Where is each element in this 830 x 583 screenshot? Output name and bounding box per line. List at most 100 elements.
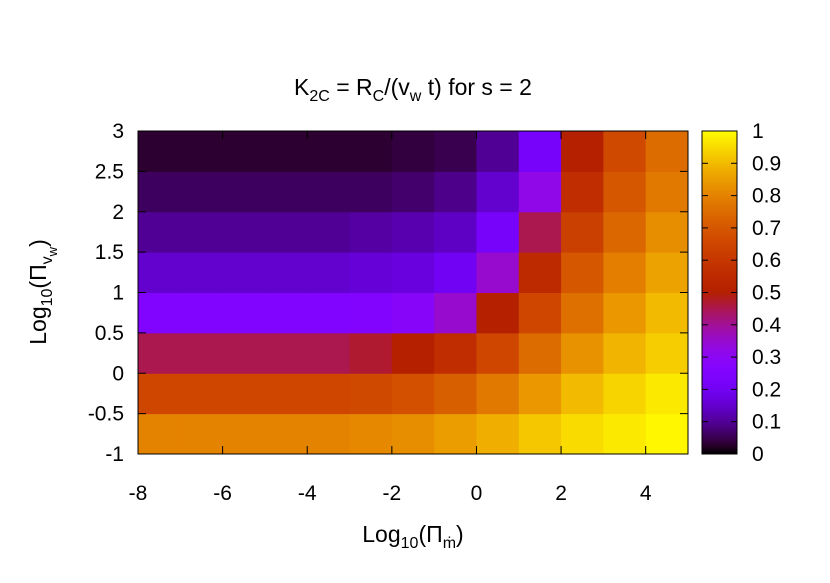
- heatmap-cell: [561, 413, 604, 455]
- heatmap-cell: [264, 171, 308, 213]
- y-tick-label: 0: [112, 362, 124, 385]
- heatmap-cell: [476, 292, 520, 334]
- heatmap-cell: [603, 171, 647, 213]
- heatmap-cell: [180, 413, 224, 455]
- heatmap-cell: [307, 332, 351, 374]
- heatmap-cell: [434, 211, 477, 253]
- heatmap-cell: [391, 373, 435, 415]
- heatmap-cell: [264, 211, 308, 253]
- heatmap-cell: [138, 252, 181, 293]
- heatmap-cell: [603, 332, 647, 374]
- text-part: v: [39, 256, 56, 264]
- y-axis-label: Log10(Πvw): [25, 239, 60, 345]
- heatmap-cell: [307, 413, 351, 455]
- colorbar-tick-label: 0.1: [752, 411, 781, 434]
- heatmap-cell: [476, 171, 520, 213]
- heatmap-cell: [222, 171, 266, 213]
- colorbar-tick-label: 0.2: [752, 378, 781, 401]
- heatmap-cell: [391, 332, 435, 374]
- x-tick-label: -2: [383, 482, 402, 505]
- text-part: C: [373, 88, 385, 105]
- text-part: Log: [25, 306, 51, 344]
- colorbar-tick-label: 0.8: [752, 185, 781, 208]
- y-tick-label: 1.5: [95, 241, 124, 264]
- heatmap-cell: [264, 131, 308, 172]
- heatmap-cell: [603, 131, 647, 172]
- heatmap-cell: [518, 252, 562, 293]
- heatmap-cell: [138, 131, 181, 172]
- heatmap-cell: [645, 131, 689, 172]
- heatmap-cell: [645, 413, 689, 455]
- heatmap-cell: [476, 252, 520, 293]
- x-tick-label: -8: [129, 482, 148, 505]
- heatmap-cell: [307, 373, 351, 415]
- heatmap-cell: [434, 413, 477, 455]
- text-part: (Π: [25, 264, 51, 288]
- heatmap-cell: [645, 332, 689, 374]
- x-tick-label: -4: [298, 482, 317, 505]
- heatmap-cell: [561, 171, 604, 213]
- heatmap-cell: [222, 332, 266, 374]
- heatmap-cell: [138, 373, 181, 415]
- heatmap-cell: [561, 292, 604, 334]
- heatmap-cell: [561, 131, 604, 172]
- heatmap-cell: [349, 413, 393, 455]
- heatmap-cell: [434, 171, 477, 213]
- heatmap-cell: [180, 373, 224, 415]
- text-part: 10: [401, 535, 419, 552]
- text-part: = R: [330, 74, 373, 100]
- heatmap-cell: [476, 373, 520, 415]
- heatmap-cell: [434, 252, 477, 293]
- chart-title: K2C = RC/(vw t) for s = 2: [294, 74, 532, 105]
- heatmap-cell: [645, 373, 689, 415]
- x-tick-label: 0: [471, 482, 483, 505]
- heatmap-cell: [434, 131, 477, 172]
- heatmap-cell: [222, 373, 266, 415]
- text-part: ): [25, 239, 51, 247]
- text-part: Log: [362, 521, 400, 547]
- heatmap-cell: [307, 211, 351, 253]
- y-tick-label: 2: [112, 201, 124, 224]
- heatmap-cell: [222, 252, 266, 293]
- heatmap-cell: [518, 413, 562, 455]
- heatmap-cell: [349, 211, 393, 253]
- y-tick-label: -0.5: [88, 403, 124, 426]
- heatmap-cell: [518, 332, 562, 374]
- heatmap-cell: [391, 252, 435, 293]
- heatmap-cell: [222, 211, 266, 253]
- heatmap-cell: [391, 131, 435, 172]
- heatmap-cell: [645, 211, 689, 253]
- heatmap-cell: [264, 332, 308, 374]
- heatmap-cell: [603, 373, 647, 415]
- heatmap-cell: [138, 211, 181, 253]
- x-tick-label: -6: [213, 482, 232, 505]
- heatmap-cell: [264, 373, 308, 415]
- text-part: K: [294, 74, 310, 100]
- heatmap-cell: [476, 131, 520, 172]
- y-tick-label: 0.5: [95, 322, 124, 345]
- heatmap-cell: [603, 413, 647, 455]
- heatmap-cell: [138, 332, 181, 374]
- heatmap-cell: [434, 332, 477, 374]
- text-part: w: [45, 246, 60, 257]
- heatmap-cell: [518, 131, 562, 172]
- heatmap-cell: [138, 292, 181, 334]
- heatmap-cell: [307, 131, 351, 172]
- heatmap-cell: [349, 292, 393, 334]
- heatmap-cell: [518, 211, 562, 253]
- heatmap-cell: [645, 252, 689, 293]
- heatmap-cell: [603, 252, 647, 293]
- x-tick-label: 2: [555, 482, 567, 505]
- colorbar-tick-label: 0.9: [752, 152, 781, 175]
- heatmap-cell: [391, 211, 435, 253]
- heatmap-cell: [264, 413, 308, 455]
- heatmap-cell: [307, 171, 351, 213]
- heatmap-cell: [603, 211, 647, 253]
- heatmap-cell: [180, 131, 224, 172]
- heatmap-cell: [561, 211, 604, 253]
- colorbar-tick-label: 1: [752, 120, 764, 143]
- y-tick-label: 1: [112, 282, 124, 305]
- heatmap-cell: [349, 252, 393, 293]
- colorbar-tick-label: 0.7: [752, 217, 781, 240]
